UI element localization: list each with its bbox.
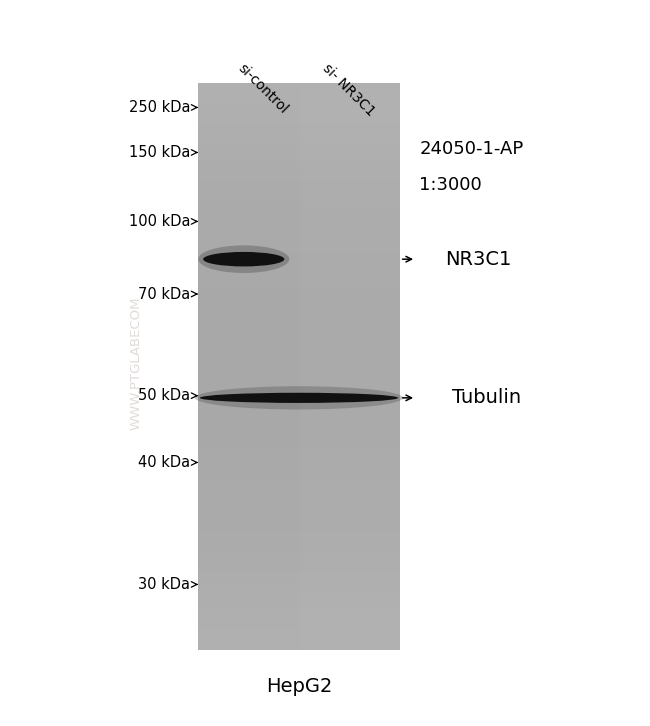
Text: si- NR3C1: si- NR3C1	[320, 61, 378, 119]
Text: 50 kDa: 50 kDa	[138, 388, 190, 403]
Ellipse shape	[200, 393, 398, 403]
Text: 150 kDa: 150 kDa	[129, 145, 190, 160]
Bar	[198, 83, 400, 650]
Text: 250 kDa: 250 kDa	[129, 100, 190, 115]
Text: HepG2: HepG2	[266, 677, 332, 696]
Text: WWW.PTGLABECOM: WWW.PTGLABECOM	[130, 296, 143, 430]
Ellipse shape	[203, 252, 285, 266]
Text: 40 kDa: 40 kDa	[138, 455, 190, 470]
Text: 70 kDa: 70 kDa	[138, 287, 190, 301]
Text: si-control: si-control	[235, 61, 291, 116]
Text: 100 kDa: 100 kDa	[129, 214, 190, 229]
Ellipse shape	[195, 386, 403, 409]
Text: 1:3000: 1:3000	[419, 176, 482, 194]
Text: 24050-1-AP: 24050-1-AP	[419, 140, 523, 158]
Ellipse shape	[198, 245, 289, 273]
Text: NR3C1: NR3C1	[445, 250, 512, 269]
Text: Tubulin: Tubulin	[452, 388, 521, 407]
Bar	[300, 83, 400, 650]
Text: 30 kDa: 30 kDa	[138, 577, 190, 592]
